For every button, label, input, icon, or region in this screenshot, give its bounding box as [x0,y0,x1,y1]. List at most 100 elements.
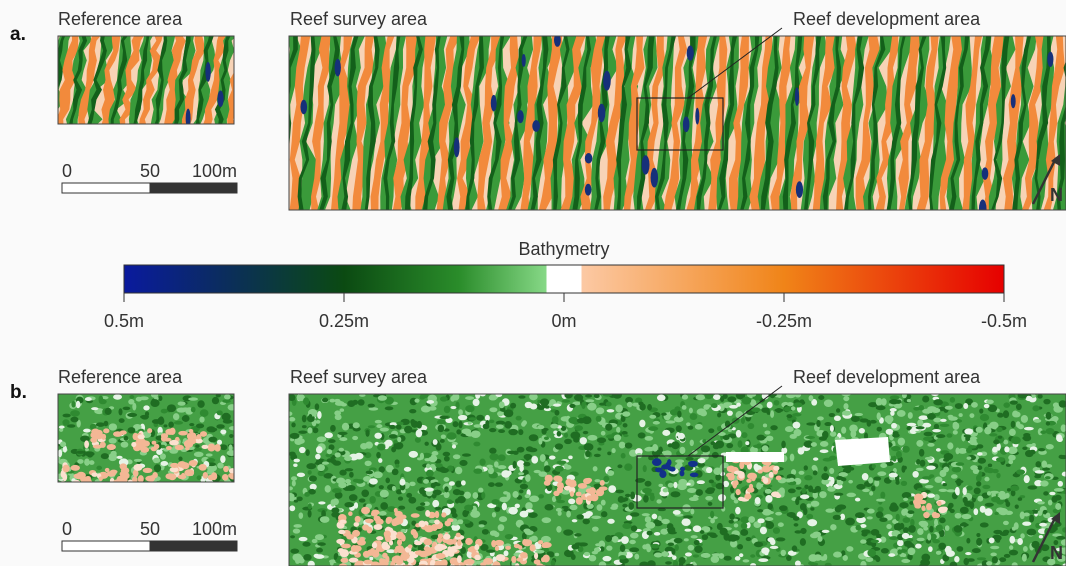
map-texture [830,477,834,485]
map-texture [779,505,788,511]
map-texture [555,466,564,472]
map-texture [315,403,320,410]
map-texture [569,404,575,408]
map-texture [750,554,755,558]
map-patch [91,472,97,476]
map-texture [464,505,473,511]
map-patch [457,539,462,546]
map-texture [798,448,805,455]
map-texture [489,407,497,412]
map-texture [829,456,837,461]
map-texture [970,501,975,509]
map-texture [876,511,884,518]
map-patch [585,478,592,483]
map-texture [869,491,873,496]
map-texture [346,485,355,491]
map-texture [452,522,459,526]
map-texture [85,448,89,451]
map-texture [526,446,534,451]
map-patch [352,545,362,552]
map-texture [443,452,451,457]
map-texture [611,503,618,508]
map-texture [217,462,224,468]
map-texture [317,436,327,442]
map-texture [687,488,697,493]
map-texture [955,487,960,495]
map-texture [517,460,525,467]
map-texture [903,527,909,533]
map-texture [860,524,866,528]
map-texture [711,403,718,408]
map-patch [141,440,149,446]
map-texture [580,437,587,444]
map-texture [801,488,806,494]
map-patch [105,468,110,472]
map-texture [663,488,669,492]
map-texture [671,441,680,449]
map-texture [970,437,977,440]
map-texture [293,528,300,533]
map-patch [776,476,782,481]
map-texture [987,491,991,495]
map-texture [713,443,720,450]
map-texture [1009,550,1018,556]
map-texture [796,487,802,490]
map-texture [587,435,597,441]
map-texture [947,442,953,449]
map-texture [908,510,915,514]
map-texture [556,526,561,533]
map-texture [876,498,885,501]
map-texture [813,457,818,460]
map-texture [682,405,687,410]
map-texture [1023,433,1030,437]
map-texture [293,459,300,463]
map-texture [518,472,524,475]
map-texture [494,532,500,537]
map-texture [1046,412,1052,420]
map-texture [843,403,848,409]
map-texture [360,443,368,449]
map-texture [553,403,561,406]
map-texture [1004,554,1011,558]
map-texture [1031,541,1039,548]
map-texture [785,426,794,432]
scale-label: 100m [192,519,237,539]
map-texture [1046,513,1051,519]
map-texture [124,436,129,441]
map-texture [1058,481,1063,487]
map-texture [718,494,726,501]
map-texture [325,485,331,492]
map-texture [855,413,863,416]
map-texture [868,477,873,483]
map-texture [305,449,309,456]
map-texture [824,466,828,471]
map-texture [455,499,459,504]
map-spot [695,108,699,125]
map-texture [889,399,899,404]
map-texture [315,454,321,460]
map-texture [953,430,958,435]
map-texture [936,434,945,438]
map-texture [389,434,398,438]
map-patch [178,431,187,436]
map-spot [598,104,606,122]
map-texture [525,474,531,482]
map-texture [1024,427,1034,430]
map-texture [1022,522,1031,526]
map-texture [955,448,959,455]
map-texture [936,448,941,452]
map-texture [982,485,990,489]
map-texture [934,519,938,527]
map-texture [829,468,834,474]
map-patch [354,522,360,527]
map-texture [154,464,161,472]
map-patch [769,472,774,478]
map-texture [77,459,83,464]
map-texture [932,429,941,432]
map-texture [1024,475,1030,483]
map-spot [454,137,460,157]
map-patch [107,444,116,450]
map-texture [903,517,911,523]
map-texture [409,409,416,413]
map-texture [433,482,438,486]
